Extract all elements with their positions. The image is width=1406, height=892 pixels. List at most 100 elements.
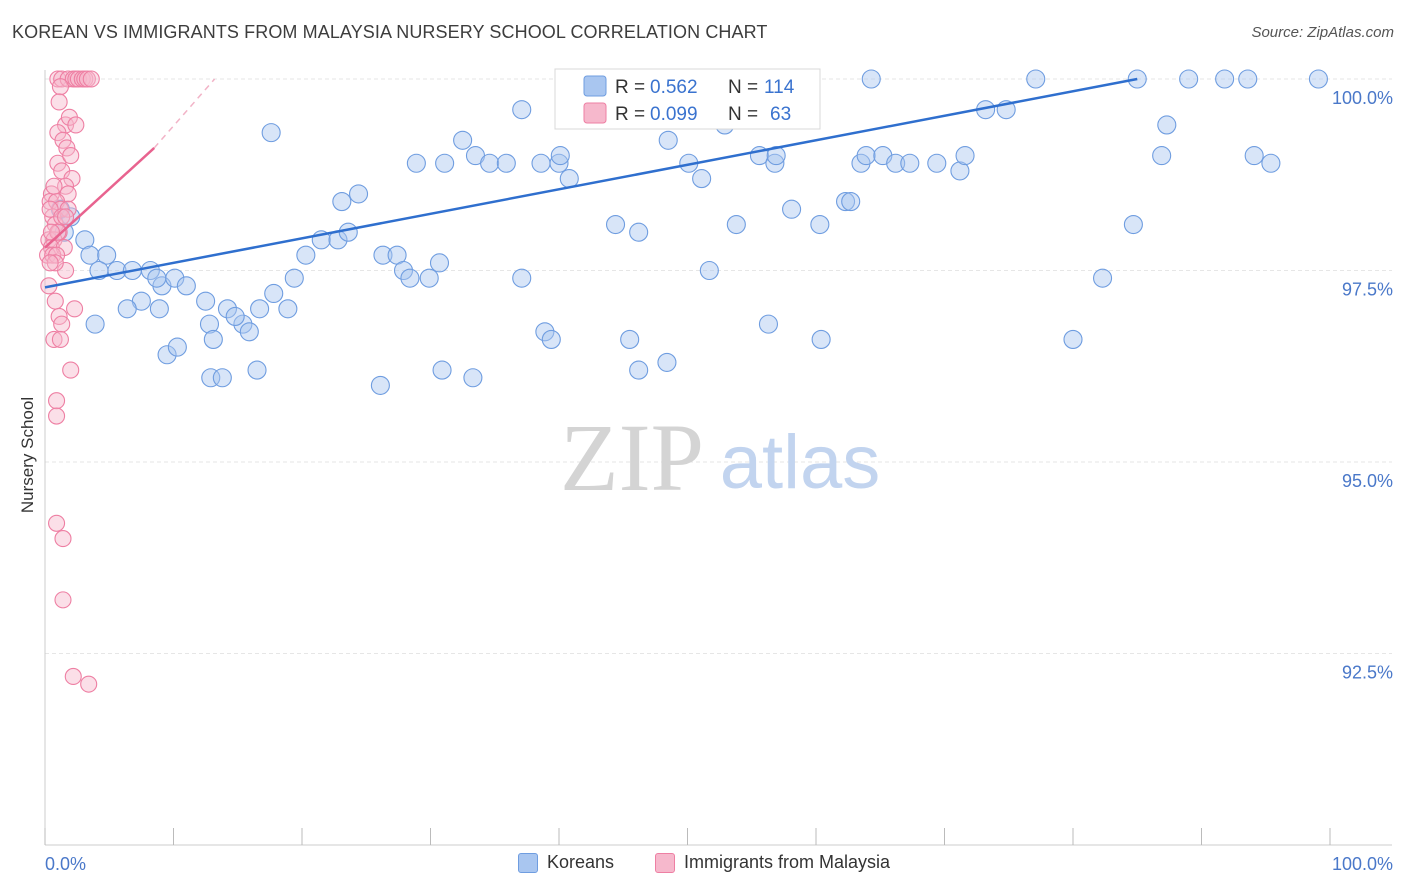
- korean-point-16: [85, 314, 105, 334]
- legend-item-malaysia[interactable]: Immigrants from Malaysia: [655, 852, 890, 873]
- korean-point-83: [955, 146, 975, 166]
- stats-legend: R = 0.562 N = 114 R = 0.099 N = 63: [554, 68, 821, 130]
- korean-point-24: [239, 322, 259, 342]
- malaysia-point-10: [51, 78, 69, 96]
- malaysia-point-8: [78, 70, 96, 88]
- stats-legend-r-value-koreans: 0.562: [650, 77, 698, 98]
- korean-point-18: [196, 291, 216, 311]
- stats-legend-swatch-koreans: [583, 75, 607, 97]
- stats-legend-r-value-malaysia: 0.099: [650, 104, 698, 125]
- korean-point-73: [810, 214, 830, 235]
- y-tick-labels: 100.0% 97.5% 95.0% 92.5%: [1332, 88, 1393, 683]
- malaysia-point-15: [54, 131, 72, 149]
- korean-point-58: [550, 146, 570, 166]
- malaysia-point-48: [54, 530, 72, 548]
- malaysia-point-5: [69, 70, 87, 88]
- korean-point-25: [250, 299, 270, 319]
- korean-point-26: [157, 345, 177, 365]
- korean-point-62: [629, 222, 649, 242]
- legend-label-malaysia: Immigrants from Malaysia: [684, 852, 891, 872]
- legend-item-koreans[interactable]: Koreans: [518, 852, 614, 873]
- trend-lines: [44, 77, 1138, 289]
- malaysia-point-38: [46, 292, 64, 310]
- malaysia-point-51: [80, 675, 98, 693]
- korean-point-35: [284, 268, 304, 288]
- korean-point-12: [165, 268, 185, 288]
- watermark-zip: ZIP: [560, 404, 704, 511]
- stats-legend-swatch-malaysia: [583, 102, 607, 124]
- y-tick-label-3: 92.5%: [1342, 663, 1393, 683]
- korean-point-11: [147, 268, 167, 288]
- korean-point-85: [512, 268, 532, 288]
- korean-point-68: [726, 214, 746, 235]
- malaysia-point-62: [67, 116, 85, 134]
- korean-point-71: [766, 146, 786, 166]
- source-credit: Source: ZipAtlas.com: [1251, 24, 1394, 41]
- y-tick-label-0: 100.0%: [1332, 88, 1393, 108]
- korean-point-61: [605, 214, 626, 235]
- korean-point-92: [758, 314, 779, 334]
- korean-point-4: [80, 245, 100, 265]
- malaysia-point-11: [50, 93, 68, 111]
- korean-point-77: [856, 146, 876, 166]
- malaysia-point-45: [48, 392, 66, 410]
- korean-point-17: [176, 276, 196, 296]
- korean-point-30: [278, 299, 298, 319]
- korean-point-110: [1238, 69, 1258, 89]
- malaysia-point-59: [45, 177, 63, 195]
- korean-point-64: [658, 130, 678, 150]
- korean-point-37: [332, 192, 352, 212]
- stats-legend-n-label-koreans: N =: [728, 77, 758, 98]
- korean-point-3: [75, 230, 95, 250]
- malaysia-point-60: [57, 208, 75, 226]
- x-tick-label-1: 100.0%: [1332, 854, 1393, 874]
- korean-point-99: [1179, 69, 1199, 89]
- korean-point-55: [512, 100, 532, 120]
- korean-point-96: [1123, 214, 1143, 235]
- malaysia-point-50: [64, 667, 82, 686]
- malaysia-points: [39, 70, 100, 693]
- stats-legend-n-value-malaysia: 63: [770, 104, 791, 125]
- korean-point-89: [629, 360, 649, 380]
- malaysia-point-40: [53, 315, 71, 333]
- korean-point-88: [620, 329, 640, 349]
- korean-point-29: [212, 368, 232, 388]
- korean-point-57: [549, 153, 569, 173]
- x-tick-labels: 0.0% 100.0%: [45, 854, 1393, 874]
- malaysia-point-44: [62, 361, 80, 379]
- korean-point-101: [1244, 146, 1264, 166]
- korean-point-102: [1261, 153, 1281, 173]
- malaysia-point-41: [45, 330, 63, 348]
- chart-title: KOREAN VS IMMIGRANTS FROM MALAYSIA NURSE…: [12, 22, 768, 42]
- korean-point-22: [233, 314, 253, 334]
- korean-point-95: [1093, 268, 1113, 288]
- korean-point-31: [296, 245, 316, 265]
- korean-point-50: [435, 153, 455, 173]
- malaysia-point-53: [46, 254, 64, 272]
- malaysia-point-16: [58, 139, 76, 157]
- y-axis-title: Nursery School: [18, 397, 37, 513]
- korean-point-27: [167, 337, 187, 357]
- korean-point-94: [1063, 329, 1083, 349]
- korean-point-106: [861, 69, 881, 89]
- malaysia-trend-line-extension: [153, 78, 216, 149]
- malaysia-point-17: [49, 154, 67, 172]
- korean-point-90: [657, 352, 677, 372]
- stats-legend-n-label-malaysia: N =: [728, 104, 758, 125]
- korean-point-48: [247, 360, 267, 380]
- korean-point-49: [261, 123, 281, 143]
- stats-legend-r-label-koreans: R =: [615, 77, 645, 98]
- korean-point-82: [950, 161, 970, 181]
- korean-point-98: [1157, 115, 1177, 135]
- korean-point-40: [393, 260, 414, 281]
- malaysia-point-61: [41, 254, 59, 272]
- korean-point-21: [203, 329, 223, 349]
- malaysia-trend-line: [44, 147, 156, 249]
- korean-point-60: [406, 153, 426, 173]
- korean-point-100: [1215, 69, 1235, 89]
- watermark-atlas: atlas: [720, 420, 881, 505]
- stats-legend-n-value-koreans: 114: [764, 77, 795, 98]
- legend-label-koreans: Koreans: [547, 852, 615, 872]
- legend-swatch-malaysia: [655, 852, 675, 873]
- korean-point-74: [836, 192, 856, 212]
